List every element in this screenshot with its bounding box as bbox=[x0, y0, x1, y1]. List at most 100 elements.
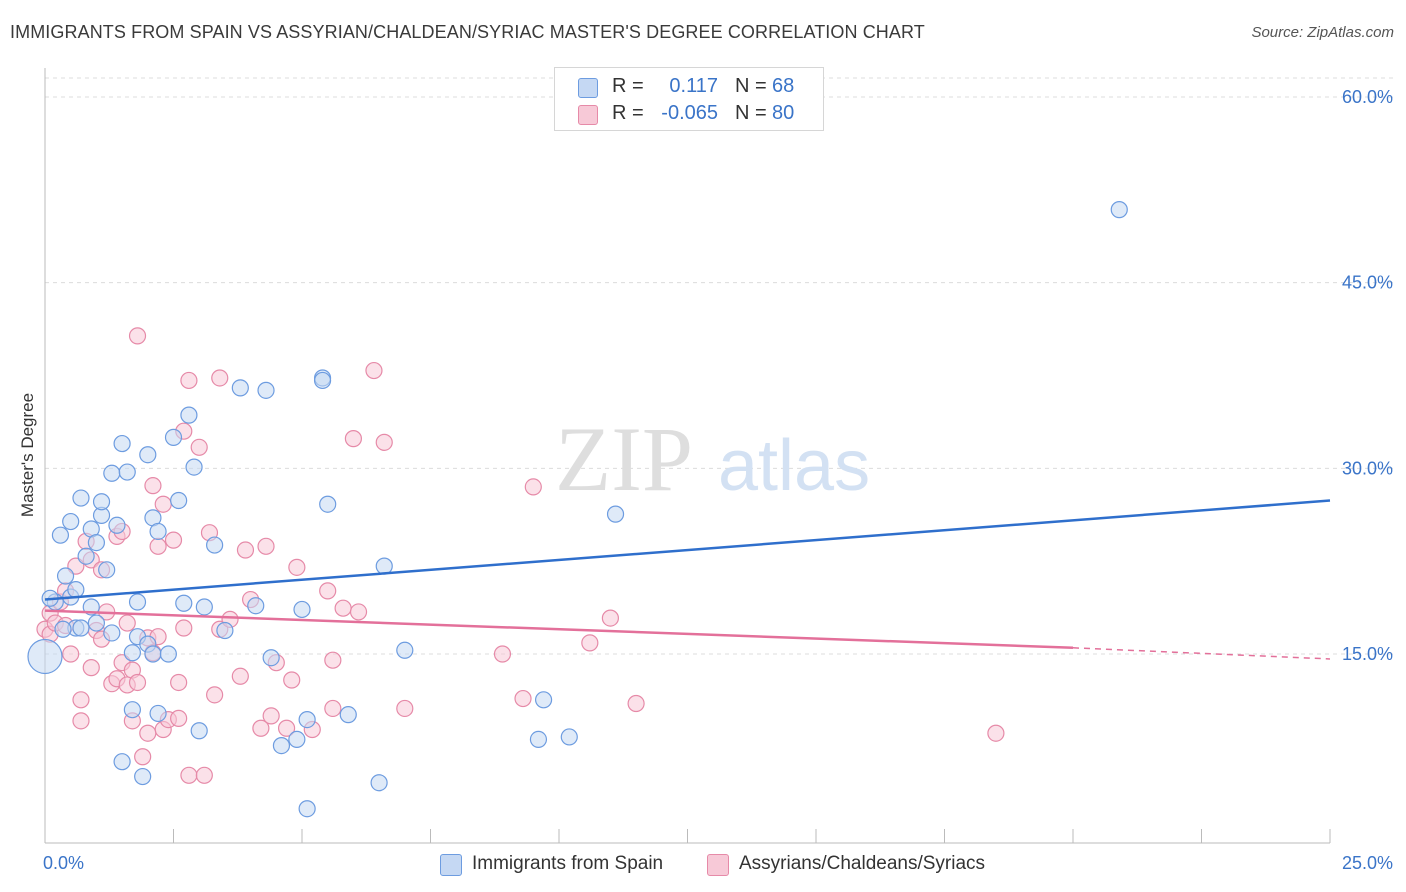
y-tick-label: 15.0% bbox=[1342, 644, 1393, 664]
spain-point bbox=[123, 644, 141, 662]
assyrian-point bbox=[180, 371, 198, 390]
legend-n-label: N = bbox=[735, 75, 767, 97]
spain-point bbox=[128, 593, 147, 611]
assyrian-point bbox=[601, 609, 620, 627]
assyrian-point bbox=[277, 719, 296, 737]
series-assyrians bbox=[36, 327, 1005, 784]
spain-point bbox=[77, 547, 95, 565]
spain-point bbox=[175, 594, 193, 612]
assyrian-point bbox=[62, 645, 80, 663]
spain-point bbox=[272, 736, 291, 755]
assyrian-point bbox=[154, 495, 172, 513]
assyrian-point bbox=[72, 691, 90, 709]
spain-point bbox=[288, 730, 306, 749]
assyrian-point bbox=[170, 673, 188, 692]
watermark-atlas: atlas bbox=[718, 426, 870, 506]
spain-point bbox=[606, 505, 625, 523]
assyrian-point bbox=[128, 327, 147, 345]
assyrian-point bbox=[365, 361, 383, 380]
spain-point bbox=[298, 711, 316, 729]
legend-r-label: R = bbox=[612, 75, 644, 97]
bottom-legend-swatch-spain bbox=[440, 854, 462, 876]
spain-point bbox=[180, 406, 198, 424]
assyrian-point bbox=[134, 748, 152, 766]
legend-r-value: 0.117 bbox=[669, 75, 718, 97]
assyrian-point bbox=[324, 699, 342, 718]
spain-point bbox=[118, 463, 136, 481]
trend-lines bbox=[44, 499, 1331, 660]
spain-point bbox=[298, 800, 316, 818]
assyrian-point bbox=[319, 582, 337, 600]
assyrian-point bbox=[257, 537, 275, 555]
spain-point bbox=[139, 446, 157, 464]
chart-title: IMMIGRANTS FROM SPAIN VS ASSYRIAN/CHALDE… bbox=[10, 22, 925, 42]
watermark: ZIP atlas bbox=[555, 408, 870, 510]
assyrian-point bbox=[334, 599, 352, 617]
spain-point bbox=[87, 614, 106, 632]
assyrian-point bbox=[252, 719, 270, 737]
spain-point bbox=[396, 641, 414, 659]
assyrian-point bbox=[206, 686, 224, 704]
assyrian-point bbox=[170, 709, 188, 727]
series-spain bbox=[27, 201, 1128, 818]
legend-r-label: R = bbox=[612, 102, 644, 124]
spain-point bbox=[195, 598, 213, 616]
assyrian-point bbox=[175, 619, 193, 637]
spain-point bbox=[123, 701, 141, 719]
spain-point bbox=[149, 704, 167, 723]
spain-point bbox=[1110, 201, 1128, 219]
axes bbox=[44, 68, 1331, 844]
spain-point bbox=[67, 581, 85, 599]
y-tick-label: 60.0% bbox=[1342, 87, 1393, 107]
spain-point bbox=[216, 621, 234, 640]
spain-point bbox=[92, 493, 111, 511]
spain-point bbox=[529, 730, 548, 749]
spain-point bbox=[560, 728, 578, 746]
spain-point bbox=[190, 722, 208, 740]
spain-point bbox=[257, 381, 275, 399]
spain-point bbox=[149, 522, 167, 541]
assyrian-point bbox=[396, 699, 414, 718]
spain-point bbox=[98, 561, 116, 579]
spain-point bbox=[339, 706, 357, 724]
assyrian-point bbox=[236, 541, 255, 559]
tick-labels: 15.0% 30.0% 45.0% 60.0% 0.0% 25.0% bbox=[43, 87, 1393, 873]
assyrian-point bbox=[514, 689, 532, 708]
bottom-legend-swatch-assyrians bbox=[707, 854, 729, 876]
legend-row-assyrians: R = -0.065 N = 80 bbox=[555, 101, 823, 127]
watermark-zip: ZIP bbox=[555, 408, 693, 510]
assyrian-point bbox=[581, 634, 599, 652]
spain-point bbox=[108, 516, 126, 534]
legend-swatch-assyrians bbox=[578, 105, 598, 125]
spain-point bbox=[231, 379, 249, 397]
spain-point bbox=[262, 649, 280, 667]
legend-n-label: N = bbox=[735, 102, 767, 124]
legend-row-spain: R = 0.117 N = 68 bbox=[555, 74, 823, 100]
bottom-legend-label: Immigrants from Spain bbox=[472, 853, 664, 874]
assyrian-point bbox=[524, 478, 542, 496]
legend-swatch-spain bbox=[578, 78, 598, 98]
assyrian-point bbox=[82, 659, 100, 677]
spain-point bbox=[72, 489, 90, 507]
spain-point bbox=[72, 619, 90, 637]
spain-point bbox=[103, 464, 121, 482]
spain-point bbox=[27, 638, 63, 675]
assyrian-point bbox=[128, 673, 147, 692]
legend-r-value: -0.065 bbox=[661, 102, 718, 124]
spain-point bbox=[113, 753, 131, 771]
spain-point bbox=[313, 371, 332, 390]
assyrian-point bbox=[139, 724, 157, 742]
gridlines bbox=[45, 77, 1395, 655]
assyrian-point bbox=[288, 558, 306, 576]
assyrian-point bbox=[211, 369, 229, 387]
assyrian-point bbox=[180, 766, 198, 784]
assyrian-point bbox=[262, 707, 280, 725]
trend-line-spain bbox=[44, 499, 1331, 601]
legend-n-value: 68 bbox=[772, 75, 795, 97]
spain-point bbox=[534, 691, 553, 709]
spain-point bbox=[206, 536, 224, 554]
spain-point bbox=[134, 767, 152, 786]
assyrian-point bbox=[349, 603, 368, 621]
assyrian-point bbox=[324, 651, 342, 669]
spain-point bbox=[56, 567, 75, 585]
